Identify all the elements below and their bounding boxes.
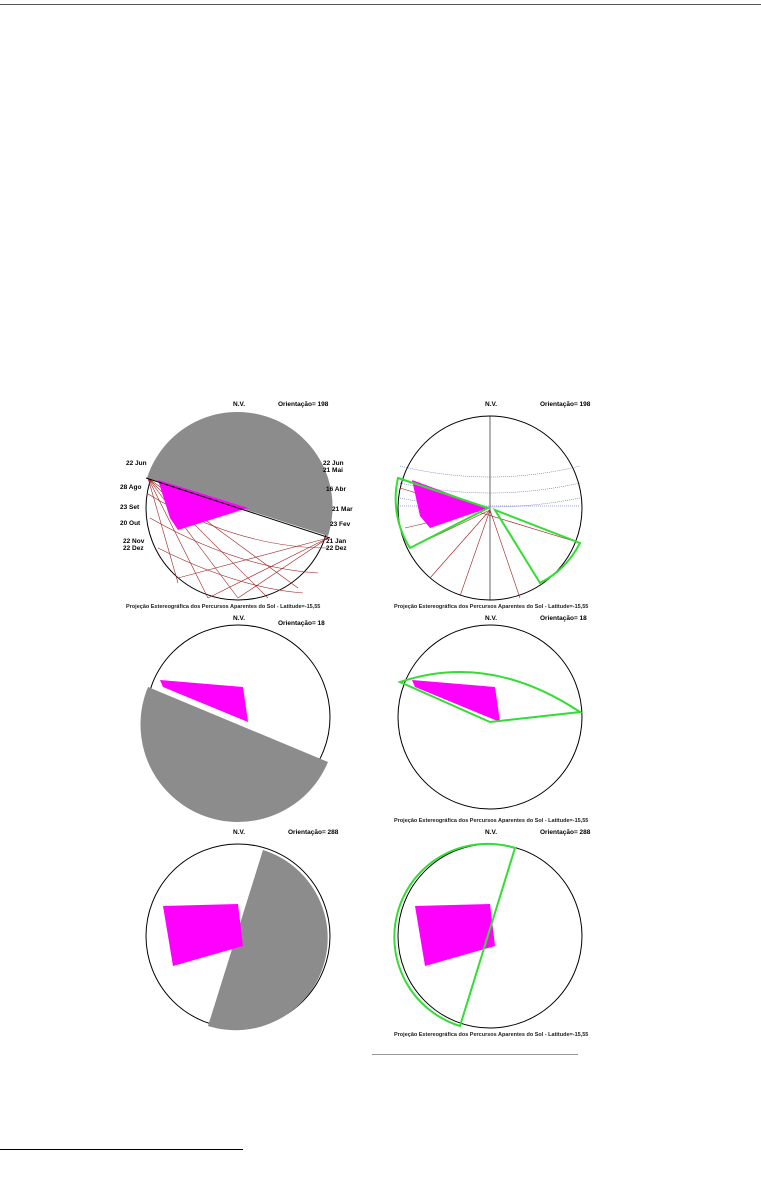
nv-label: N.V. — [485, 401, 498, 408]
sun-path-diagram — [145, 843, 331, 1031]
date-label: 22 Jun — [126, 460, 147, 467]
nv-label: N.V. — [233, 615, 246, 622]
sun-path-diagram — [145, 411, 333, 601]
footnote-rule — [0, 1149, 243, 1150]
date-label: 21 Jan — [326, 538, 347, 545]
orientation-label: Orientação= 288 — [288, 829, 339, 836]
nv-label: N.V. — [485, 829, 498, 836]
date-label: 21 Mai — [323, 467, 343, 474]
date-label: 22 Dez — [123, 545, 144, 552]
date-label: 23 Set — [120, 504, 140, 511]
chart-caption: Projeção Estereográfica dos Percursos Ap… — [394, 1032, 589, 1038]
nv-label: N.V. — [485, 615, 498, 622]
orientation-label: Orientação= 288 — [540, 829, 591, 836]
sun-path-diagram — [140, 624, 331, 822]
sun-chart-198-shaded: N.V. Orientação= 198 22 Jun 28 Ago 23 Se… — [118, 398, 356, 610]
sun-chart-288-shaded: N.V. Orientação= 288 — [118, 826, 356, 1038]
chart-caption: Projeção Estereográfica dos Percursos Ap… — [126, 604, 321, 610]
sun-path-diagram — [393, 842, 583, 1029]
nv-label: N.V. — [233, 829, 246, 836]
sun-chart-18-outline: N.V. Orientação= 18 Projeção Estereográf… — [370, 612, 608, 824]
sun-path-diagram — [397, 624, 583, 810]
header-rule — [0, 4, 761, 5]
nv-label: N.V. — [233, 401, 246, 408]
chart-caption: Projeção Estereográfica dos Percursos Ap… — [394, 604, 589, 610]
sun-chart-198-outline: N.V. Orientação= 198 Projeção Estereográ… — [370, 398, 608, 610]
orientation-label: Orientação= 18 — [540, 615, 587, 622]
date-label: 16 Abr — [326, 486, 346, 493]
sun-path-diagram — [394, 415, 583, 601]
date-label: 28 Ago — [120, 484, 142, 491]
orientation-label: Orientação= 198 — [540, 401, 591, 408]
orientation-label: Orientação= 198 — [278, 401, 329, 408]
chart-caption: Projeção Estereográfica dos Percursos Ap… — [394, 818, 589, 824]
date-label: 22 Nov — [123, 538, 145, 545]
sun-chart-288-outline: N.V. Orientação= 288 Projeção Estereográ… — [370, 826, 608, 1038]
date-label: 20 Out — [120, 520, 141, 527]
figure-bottom-rule — [372, 1054, 578, 1055]
sun-chart-18-shaded: N.V. Orientação= 18 — [118, 612, 356, 824]
date-label: 23 Fev — [330, 521, 351, 528]
date-label: 22 Jun — [323, 460, 344, 467]
date-label: 22 Dez — [326, 545, 347, 552]
orientation-label: Orientação= 18 — [278, 620, 325, 627]
date-label: 21 Mar — [332, 506, 353, 513]
